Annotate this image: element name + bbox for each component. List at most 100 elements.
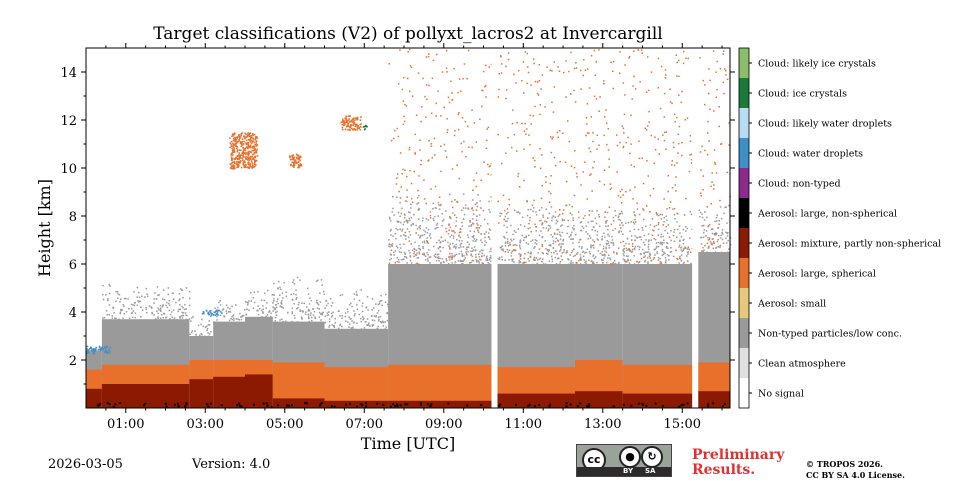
x-tick-label-1: 03:00 <box>187 417 224 432</box>
band-mixture <box>213 376 246 408</box>
speckle-upper <box>324 289 390 331</box>
speckle-black-ground <box>330 402 385 408</box>
colorbar-label-3: Aerosol: small <box>757 299 826 310</box>
time-segment-5 <box>272 276 326 408</box>
band-mixture <box>189 379 214 408</box>
y-axis-label: Height [km] <box>35 179 54 277</box>
speckle-black-ground <box>277 402 323 407</box>
y-tick-label-2: 6 <box>69 258 77 273</box>
band-mixture <box>245 374 273 408</box>
time-segment-2 <box>189 313 215 408</box>
colorbar-label-1: Clean atmosphere <box>758 359 846 370</box>
cc-sa-label: SA <box>645 467 656 475</box>
time-segment-4 <box>245 289 274 408</box>
speckle-black-ground <box>622 402 689 408</box>
plot-frame <box>85 47 731 409</box>
y-tick-label-4: 10 <box>60 162 77 177</box>
speckle-black-ground <box>498 402 572 408</box>
y-tick-label-5: 12 <box>60 114 77 129</box>
band-mixture <box>86 388 102 408</box>
patch-4 <box>201 309 223 316</box>
colorbar-swatch-4 <box>739 258 749 288</box>
colorbar-swatch-2 <box>739 318 749 348</box>
colorbar-swatch-0 <box>739 378 749 408</box>
cc-sa-share-icon: ↻ <box>641 446 663 468</box>
y-tick-label-1: 4 <box>69 306 77 321</box>
x-tick-label-7: 15:00 <box>664 417 701 432</box>
preliminary-line-1: Preliminary <box>692 447 785 463</box>
time-segment-0 <box>86 347 102 408</box>
plot-area <box>86 48 732 408</box>
license-notice: © TROPOS 2026. CC BY SA 4.0 License. <box>806 459 936 481</box>
colorbar-label-4: Aerosol: large, spherical <box>757 269 876 280</box>
preliminary-notice: Preliminary Results. <box>692 448 792 478</box>
patch-1 <box>288 153 303 169</box>
colorbar-label-10: Cloud: ice crystals <box>758 89 847 100</box>
data-gap-1 <box>692 48 699 408</box>
band-mixture <box>388 400 492 408</box>
colorbar-label-9: Cloud: likely water droplets <box>758 119 892 130</box>
colorbar: No signal Clean atmosphere Non-typed parti… <box>738 47 941 409</box>
speckle-black-ground <box>220 402 243 408</box>
cc-license-badge: cc ● ↻ BY SA <box>576 444 672 477</box>
x-tick-label-6: 13:00 <box>584 417 621 432</box>
colorbar-swatch-9 <box>739 108 749 138</box>
x-tick-label-2: 05:00 <box>266 417 303 432</box>
time-segment-6 <box>324 289 390 408</box>
speckle-orange-high <box>497 51 577 264</box>
cc-by-label: BY <box>623 467 634 475</box>
axes: 01:00 03:00 05:00 07:00 09:00 11:00 13:00 15:00… <box>35 43 735 453</box>
speckle-upper <box>388 193 493 266</box>
time-segment-3 <box>213 300 247 408</box>
speckle-black-ground <box>707 402 726 408</box>
colorbar-swatch-6 <box>739 198 749 228</box>
colorbar-frame <box>738 47 750 409</box>
speckle-black-ground <box>205 402 212 408</box>
colorbar-swatch-3 <box>739 288 749 318</box>
data-gap-0 <box>491 48 498 408</box>
x-tick-label-5: 11:00 <box>505 417 542 432</box>
band-mixture <box>622 393 693 408</box>
colorbar-label-2: Non-typed particles/low conc. <box>758 329 902 340</box>
x-tick-label-4: 09:00 <box>425 417 462 432</box>
colorbar-label-6: Aerosol: large, non-spherical <box>757 209 897 220</box>
footer-date: 2026-03-05 <box>48 457 123 472</box>
colorbar-swatch-1 <box>739 348 749 378</box>
colorbar-label-8: Cloud: water droplets <box>758 149 863 160</box>
x-tick-label-3: 07:00 <box>346 417 383 432</box>
y-tick-label-0: 2 <box>69 354 77 369</box>
time-segment-9 <box>574 49 625 408</box>
time-segment-8 <box>497 51 577 408</box>
cc-by-person-icon: ● <box>619 446 641 468</box>
y-tick-label-3: 8 <box>69 210 77 225</box>
colorbar-swatch-7 <box>739 168 749 198</box>
speckle-black-ground <box>96 402 101 407</box>
speckle-black-ground <box>253 402 273 408</box>
time-segment-11 <box>698 50 732 408</box>
patch-2 <box>340 115 362 132</box>
speckle-orange-high <box>622 49 694 264</box>
band-mixture <box>324 400 389 408</box>
colorbar-swatch-8 <box>739 138 749 168</box>
time-segment-7 <box>388 48 494 408</box>
colorbar-swatch-11 <box>739 48 749 78</box>
colorbar-swatch-10 <box>739 78 749 108</box>
speckle-upper <box>245 289 274 318</box>
time-segment-10 <box>622 49 694 408</box>
speckle-black-ground <box>576 402 615 408</box>
speckle-upper <box>575 210 625 266</box>
speckle-upper <box>698 204 732 254</box>
preliminary-line-2: Results. <box>692 462 756 478</box>
patch-3 <box>362 124 368 131</box>
band-mixture <box>272 398 325 408</box>
speckle-orange-high <box>575 49 625 265</box>
patch-5 <box>86 345 112 355</box>
x-axis-label: Time [UTC] <box>361 434 455 453</box>
speckle-orange-high <box>699 50 731 253</box>
colorbar-label-7: Cloud: non-typed <box>758 179 841 190</box>
chart-title: Target classifications (V2) of pollyxt_l… <box>153 24 663 44</box>
y-tick-label-6: 14 <box>60 66 77 81</box>
colorbar-label-11: Cloud: likely ice crystals <box>758 59 876 70</box>
patch-0 <box>229 132 259 170</box>
